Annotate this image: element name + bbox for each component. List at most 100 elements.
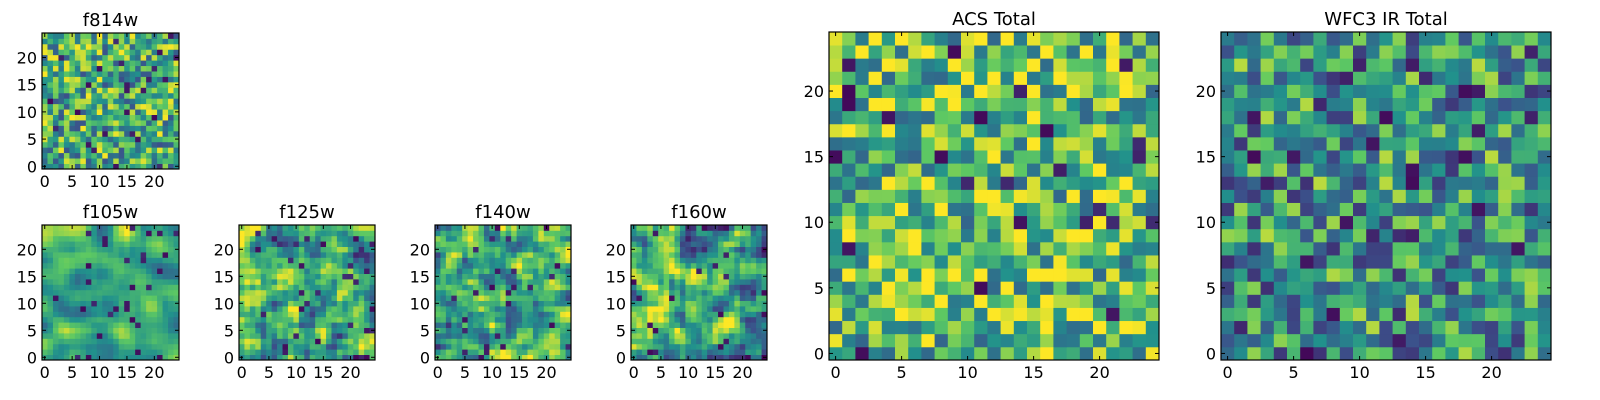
heatmap-cell	[663, 316, 670, 323]
heatmap-cell	[1066, 281, 1081, 295]
heatmap-cell	[91, 225, 98, 231]
heatmap-cell	[1053, 71, 1067, 85]
heatmap-cell	[1000, 333, 1015, 348]
heatmap-cell	[113, 147, 120, 154]
heatmap-cell	[652, 333, 659, 339]
heatmap-cell	[293, 284, 300, 291]
heatmap-cell	[435, 284, 441, 291]
heatmap-cell	[1066, 294, 1081, 308]
heatmap-cell	[255, 225, 262, 231]
heatmap-cell	[80, 158, 87, 164]
heatmap-cell	[331, 230, 338, 237]
heatmap-cell	[532, 349, 539, 355]
heatmap-cell	[91, 60, 98, 67]
heatmap-cell	[146, 284, 152, 291]
heatmap-cell	[538, 338, 545, 345]
heatmap-cell	[342, 306, 349, 312]
heatmap-cell	[921, 255, 935, 269]
heatmap-cell	[467, 252, 474, 258]
heatmap-cell	[1471, 268, 1486, 282]
heatmap-cell	[91, 98, 98, 105]
heatmap-cell	[473, 241, 479, 247]
heatmap-cell	[1432, 294, 1446, 308]
axes-frame	[630, 224, 768, 361]
heatmap-cell	[309, 311, 316, 318]
heatmap-cell	[52, 120, 59, 126]
heatmap-cell	[58, 92, 65, 99]
heatmap-cell	[505, 338, 512, 345]
heatmap-cell	[1392, 71, 1407, 85]
heatmap-cell	[761, 225, 768, 231]
heatmap-cell	[102, 114, 109, 121]
heatmap-cell	[674, 225, 681, 231]
heatmap-cell	[162, 268, 169, 274]
heatmap-cell	[1392, 84, 1407, 98]
heatmap-cell	[1093, 32, 1107, 46]
heatmap-cell	[908, 150, 922, 164]
heatmap-cell	[326, 322, 332, 328]
heatmap-cell	[107, 349, 114, 355]
heatmap-cell	[739, 230, 746, 237]
heatmap-cell	[96, 152, 103, 159]
heatmap-cell	[1326, 307, 1341, 322]
heatmap-cell	[478, 246, 485, 253]
heatmap-cell	[1106, 281, 1120, 295]
heatmap-cell	[124, 141, 131, 148]
heatmap-cell	[1079, 71, 1094, 85]
heatmap-cell	[74, 103, 81, 110]
heatmap-cell	[135, 316, 142, 323]
heatmap-cell	[987, 189, 1001, 203]
heatmap-cell	[881, 58, 896, 72]
heatmap-cell	[91, 327, 98, 334]
heatmap-cell	[1273, 241, 1288, 256]
heatmap-cell	[293, 322, 300, 328]
heatmap-cell	[293, 262, 300, 269]
heatmap-cell	[69, 147, 76, 154]
heatmap-cell	[146, 152, 152, 159]
heatmap-cell	[718, 322, 724, 328]
heatmap-cell	[162, 273, 169, 280]
heatmap-cell	[478, 241, 485, 247]
heatmap-cell	[1458, 97, 1473, 112]
heatmap-cell	[718, 241, 724, 247]
heatmap-cell	[462, 289, 469, 296]
heatmap-cell	[440, 333, 447, 339]
heatmap-cell	[560, 225, 566, 231]
heatmap-cell	[1093, 333, 1107, 348]
heatmap-cell	[255, 343, 262, 350]
heatmap-cell	[118, 136, 125, 143]
heatmap-cell	[961, 123, 975, 138]
heatmap-cell	[554, 306, 561, 312]
heatmap-cell	[658, 311, 665, 318]
heatmap-cell	[162, 33, 169, 39]
heatmap-cell	[85, 60, 92, 67]
heatmap-cell	[987, 136, 1001, 151]
heatmap-cell	[135, 33, 142, 39]
heatmap-cell	[336, 306, 343, 312]
heatmap-cell	[347, 316, 354, 323]
heatmap-cell	[342, 284, 349, 291]
heatmap-cell	[140, 235, 147, 242]
heatmap-cell	[908, 320, 922, 335]
heatmap-cell	[1027, 32, 1041, 46]
heatmap-cell	[908, 202, 922, 217]
heatmap-cell	[1221, 97, 1235, 112]
heatmap-cell	[1511, 268, 1525, 282]
heatmap-cell	[1419, 71, 1433, 85]
heatmap-cell	[1405, 307, 1420, 322]
heatmap-cell	[162, 120, 169, 126]
heatmap-cell	[1485, 150, 1499, 164]
heatmap-cell	[69, 43, 76, 50]
axes-frame	[1220, 31, 1552, 361]
heatmap-cell	[347, 246, 354, 253]
heatmap-cell	[947, 58, 962, 72]
heatmap-cell	[1326, 202, 1341, 217]
heatmap-cell	[369, 322, 376, 328]
heatmap-cell	[80, 322, 87, 328]
heatmap-cell	[91, 71, 98, 77]
heatmap-cell	[168, 54, 174, 61]
heatmap-cell	[527, 316, 534, 323]
heatmap-cell	[1013, 84, 1028, 98]
heatmap-cell	[91, 65, 98, 72]
heatmap-cell	[538, 279, 545, 285]
